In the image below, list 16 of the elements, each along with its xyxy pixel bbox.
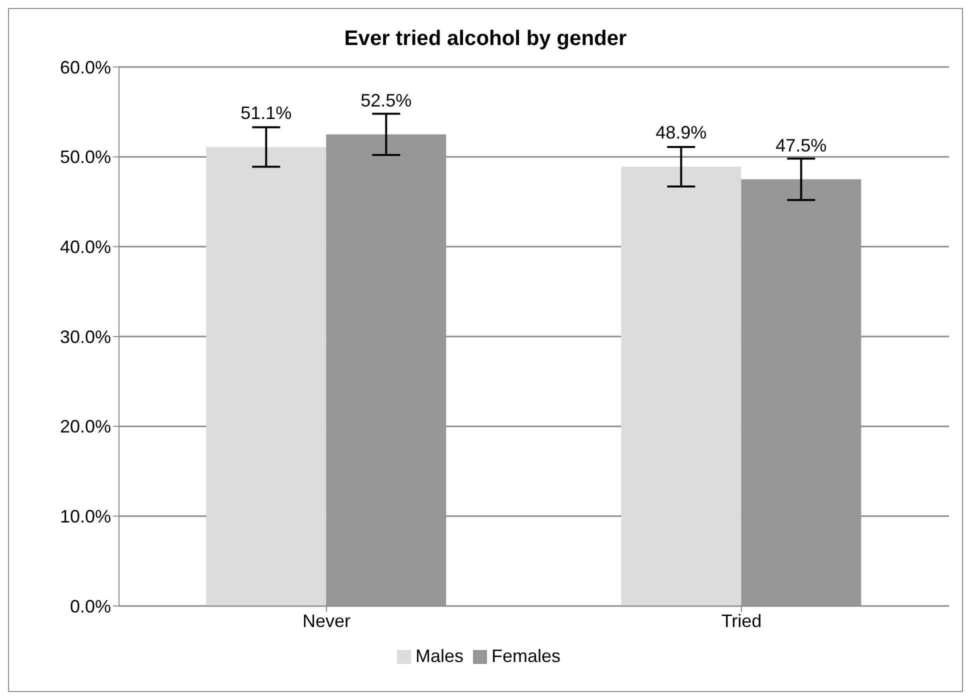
data-label: 47.5% [776,135,827,156]
y-tick-label: 40.0% [60,237,111,258]
legend-label: Males [415,646,464,666]
data-label: 48.9% [656,122,707,143]
legend-label: Females [491,646,561,666]
y-tick-label: 60.0% [60,57,111,78]
y-tick-label: 20.0% [60,416,111,437]
data-label: 52.5% [360,90,412,110]
y-tick-label: 10.0% [60,506,111,527]
chart-title: Ever tried alcohol by gender [343,27,628,52]
data-label: 51.1% [240,102,292,123]
y-tick-label: 30.0% [60,326,111,347]
y-tick-label: 50.0% [60,147,111,168]
x-tick-label: Tried [721,610,762,631]
x-tick-label: Never [302,610,351,631]
y-tick-label: 0.0% [70,596,111,616]
